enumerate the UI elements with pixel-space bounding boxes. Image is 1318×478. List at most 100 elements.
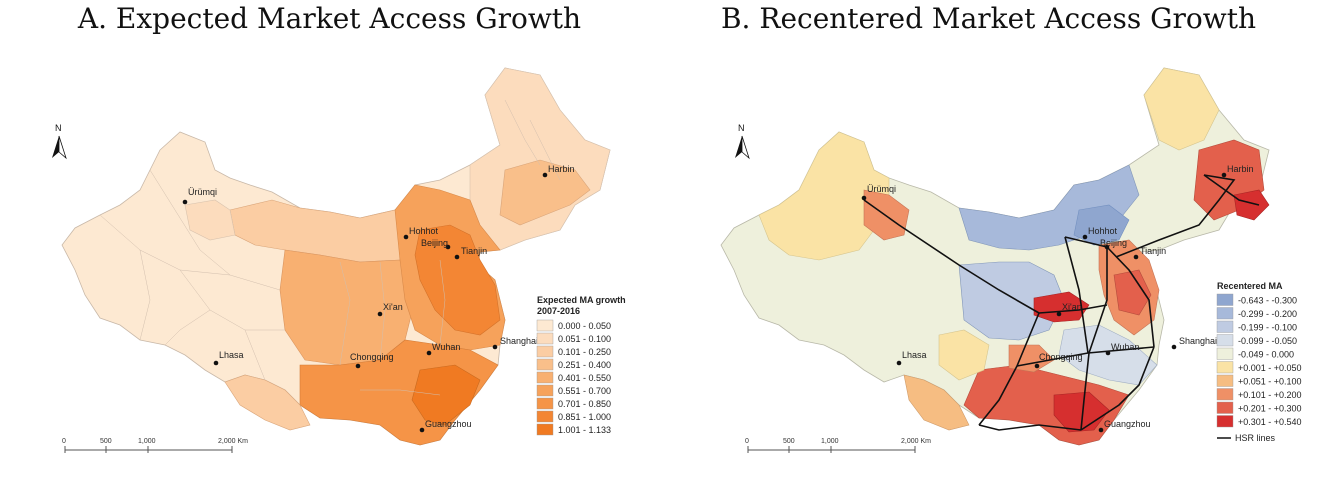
city-label: Hohhot <box>409 226 439 236</box>
legend-label: 0.051 - 0.100 <box>558 334 611 344</box>
city-dot <box>1098 427 1104 433</box>
city-dot <box>445 244 451 250</box>
legend-swatch <box>536 397 554 410</box>
legend-swatch <box>1216 320 1234 333</box>
legend-label: -0.643 - -0.300 <box>1238 296 1297 306</box>
legend-label: 1.001 - 1.133 <box>558 425 611 435</box>
scale-bar: 0 500 1,000 2,000 Km <box>745 438 931 453</box>
legend-label: -0.199 - -0.100 <box>1238 323 1297 333</box>
legend-swatch <box>536 371 554 384</box>
region-southwest <box>224 374 311 431</box>
city-label: Shanghai <box>500 336 538 346</box>
legend-swatch <box>536 319 554 332</box>
map-b: Ürümqi Lhasa Hohhot Beijing Tianjin Harb… <box>720 67 1302 453</box>
city-dot <box>355 363 361 369</box>
city-dot <box>213 360 219 366</box>
legend-label: +0.001 - +0.050 <box>1238 363 1302 373</box>
legend-label: -0.299 - -0.200 <box>1238 309 1297 319</box>
legend-swatch <box>1216 307 1234 320</box>
city-dot <box>1104 244 1110 250</box>
scale-bar: 0 500 1,000 2,000 Km <box>62 438 248 453</box>
city-dot <box>419 427 425 433</box>
legend-swatch <box>1216 334 1234 347</box>
legend-label: +0.101 - +0.200 <box>1238 390 1302 400</box>
city-label: Tianjin <box>1140 246 1166 256</box>
region-north-blue <box>1073 204 1130 246</box>
scale-tick: 500 <box>100 438 112 445</box>
city-label: Beijing <box>421 238 448 248</box>
city-label: Hohhot <box>1088 226 1118 236</box>
cities: Ürümqi Lhasa Hohhot Beijing Tianjin Harb… <box>861 164 1254 433</box>
legend-swatch <box>536 345 554 358</box>
city-label: Lhasa <box>902 350 927 360</box>
city-label: Xi'an <box>1062 302 1082 312</box>
city-label: Guangzhou <box>425 419 472 429</box>
panel-b-title: B. Recentered Market Access Growth <box>720 2 1256 35</box>
city-dot <box>426 350 432 356</box>
legend-swatch <box>536 423 554 436</box>
hsr-lines <box>863 174 1260 431</box>
city-label: Ürümqi <box>188 187 217 197</box>
region-southeast <box>411 364 481 426</box>
legend: Expected MA growth 2007-2016 0.000 - 0.0… <box>536 295 626 436</box>
city-label: Beijing <box>1100 238 1127 248</box>
legend-swatch <box>1216 374 1234 387</box>
legend: Recentered MA -0.643 - -0.300 -0.299 - -0… <box>1216 281 1302 443</box>
city-label: Harbin <box>548 164 575 174</box>
city-dot <box>1171 344 1177 350</box>
legend-label: 0.251 - 0.400 <box>558 360 611 370</box>
legend-swatch <box>1216 401 1234 414</box>
legend-swatch <box>536 358 554 371</box>
region-north-ne <box>1143 67 1220 151</box>
legend-label: 0.101 - 0.250 <box>558 347 611 357</box>
legend-label: 0.401 - 0.550 <box>558 373 611 383</box>
panel-a: A. Expected Market Access Growth <box>52 2 626 453</box>
scale-tick: 0 <box>745 438 749 445</box>
legend-swatch <box>1216 388 1234 401</box>
legend-label: -0.049 - 0.000 <box>1238 350 1294 360</box>
legend-label: +0.201 - +0.300 <box>1238 404 1302 414</box>
region-northeast-deep <box>1233 189 1270 221</box>
legend-swatch <box>536 332 554 345</box>
legend-swatch <box>1216 347 1234 360</box>
legend-label: 0.551 - 0.700 <box>558 386 611 396</box>
region-south-deep <box>1053 391 1110 433</box>
city-dot <box>454 254 460 260</box>
legend-swatch <box>1216 293 1234 306</box>
cities: Ürümqi Lhasa Hohhot Beijing Tianjin Harb… <box>182 164 575 433</box>
city-label: Wuhan <box>1111 342 1139 352</box>
city-dot <box>1056 311 1062 317</box>
city-label: Guangzhou <box>1104 419 1151 429</box>
city-label: Tianjin <box>461 246 487 256</box>
legend-label: +0.051 - +0.100 <box>1238 377 1302 387</box>
region-xinjiang-hot <box>863 189 910 241</box>
city-dot <box>861 195 867 201</box>
scale-tick: 2,000 Km <box>218 438 248 445</box>
scale-tick: 0 <box>62 438 66 445</box>
svg-text:N: N <box>738 123 745 133</box>
city-label: Chongqing <box>1039 352 1083 362</box>
city-label: Chongqing <box>350 352 394 362</box>
city-dot <box>403 234 409 240</box>
region-northeast <box>469 67 611 251</box>
north-arrow-icon: N <box>735 123 750 160</box>
legend-label: -0.099 - -0.050 <box>1238 336 1297 346</box>
region-east <box>414 224 501 336</box>
city-dot <box>182 199 188 205</box>
city-dot <box>1105 350 1111 356</box>
map-a: Ürümqi Lhasa Hohhot Beijing Tianjin Harb… <box>52 67 626 453</box>
region-southwest-yellow <box>938 329 990 381</box>
city-dot <box>896 360 902 366</box>
city-label: Xi'an <box>383 302 403 312</box>
legend-swatch <box>1216 415 1234 428</box>
region-xian-red <box>1033 291 1090 323</box>
legend-swatch <box>536 384 554 397</box>
panel-b: B. Recentered Market Access Growth <box>659 0 1318 478</box>
scale-tick: 500 <box>783 438 795 445</box>
internal-boundaries <box>99 99 561 396</box>
north-arrow-icon: N <box>52 123 67 160</box>
legend-label: 0.701 - 0.850 <box>558 399 611 409</box>
city-label: Ürümqi <box>867 184 896 194</box>
city-dot <box>1082 234 1088 240</box>
legend-swatch <box>536 410 554 423</box>
